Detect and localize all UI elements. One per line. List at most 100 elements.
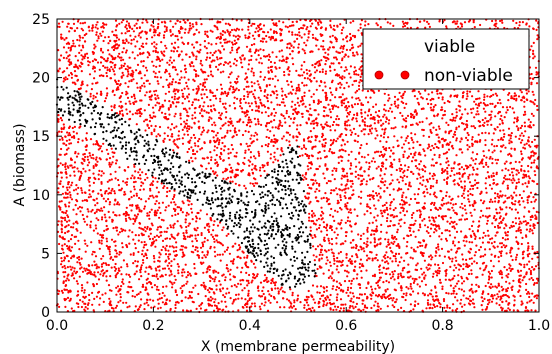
non-viable-point (243, 58, 246, 61)
non-viable-point (106, 180, 109, 183)
non-viable-point (74, 55, 77, 58)
non-viable-point (452, 167, 455, 170)
non-viable-point (209, 167, 213, 170)
non-viable-point (329, 275, 332, 278)
non-viable-point (172, 50, 175, 53)
non-viable-point (208, 116, 211, 119)
non-viable-point (81, 157, 84, 160)
non-viable-point (505, 234, 508, 237)
non-viable-point (87, 176, 90, 179)
non-viable-point (165, 285, 168, 288)
non-viable-point (164, 92, 167, 95)
non-viable-point (316, 157, 319, 160)
non-viable-point (88, 189, 91, 192)
non-viable-point (378, 271, 381, 274)
non-viable-point (301, 174, 304, 177)
non-viable-point (182, 268, 185, 271)
non-viable-point (527, 139, 530, 142)
non-viable-point (357, 97, 360, 100)
non-viable-point (187, 297, 190, 300)
non-viable-point (451, 278, 454, 281)
non-viable-point (105, 87, 108, 90)
non-viable-point (128, 216, 131, 219)
non-viable-point (409, 234, 412, 237)
non-viable-point (321, 125, 324, 128)
non-viable-point (216, 174, 219, 177)
non-viable-point (200, 284, 203, 287)
non-viable-point (362, 178, 365, 181)
non-viable-point (327, 269, 330, 272)
non-viable-point (392, 127, 395, 130)
non-viable-point (377, 238, 380, 241)
non-viable-point (324, 72, 327, 75)
non-viable-point (339, 81, 342, 84)
non-viable-point (83, 199, 86, 202)
non-viable-point (335, 50, 338, 53)
non-viable-point (266, 161, 269, 164)
non-viable-point (89, 226, 92, 229)
non-viable-point (73, 267, 76, 270)
non-viable-point (502, 129, 505, 132)
non-viable-point (510, 194, 513, 197)
non-viable-point (98, 241, 101, 244)
non-viable-point (367, 153, 370, 156)
non-viable-point (186, 95, 189, 98)
non-viable-point (147, 293, 150, 296)
non-viable-point (410, 170, 413, 174)
non-viable-point (303, 94, 306, 98)
non-viable-point (400, 100, 403, 103)
non-viable-point (318, 182, 321, 186)
non-viable-point (215, 239, 218, 242)
non-viable-point (410, 160, 414, 163)
non-viable-point (487, 175, 490, 178)
non-viable-point (379, 187, 382, 190)
non-viable-point (143, 226, 147, 229)
non-viable-point (426, 301, 429, 305)
non-viable-point (197, 99, 200, 102)
non-viable-point (108, 309, 111, 312)
non-viable-point (359, 309, 363, 312)
non-viable-point (195, 87, 198, 90)
non-viable-point (378, 115, 381, 118)
non-viable-point (67, 46, 70, 50)
non-viable-point (424, 246, 427, 249)
non-viable-point (334, 209, 337, 212)
non-viable-point (206, 34, 209, 37)
non-viable-point (304, 147, 308, 150)
non-viable-point (272, 90, 275, 93)
non-viable-point (281, 137, 284, 140)
non-viable-point (177, 46, 180, 49)
non-viable-point (222, 226, 225, 229)
non-viable-point (127, 73, 130, 76)
non-viable-point (158, 256, 161, 259)
non-viable-point (391, 179, 394, 182)
non-viable-point (117, 178, 120, 182)
non-viable-point (304, 173, 307, 176)
non-viable-point (244, 34, 247, 37)
non-viable-point (195, 215, 198, 218)
non-viable-point (321, 68, 324, 71)
non-viable-point (100, 257, 103, 260)
non-viable-point (511, 171, 514, 174)
non-viable-point (144, 173, 147, 176)
non-viable-point (121, 71, 124, 74)
non-viable-point (531, 292, 534, 295)
non-viable-point (329, 87, 332, 90)
non-viable-point (190, 126, 193, 129)
non-viable-point (411, 138, 414, 142)
non-viable-point (492, 132, 495, 135)
non-viable-point (306, 165, 309, 168)
non-viable-point (172, 226, 175, 229)
non-viable-point (302, 71, 306, 74)
non-viable-point (466, 92, 469, 95)
non-viable-point (122, 180, 125, 183)
non-viable-point (244, 149, 247, 152)
non-viable-point (225, 248, 229, 251)
non-viable-point (511, 267, 514, 271)
non-viable-point (179, 114, 182, 117)
non-viable-point (293, 301, 296, 304)
non-viable-point (454, 119, 457, 122)
non-viable-point (208, 303, 211, 306)
non-viable-point (494, 92, 497, 95)
non-viable-point (75, 213, 78, 216)
